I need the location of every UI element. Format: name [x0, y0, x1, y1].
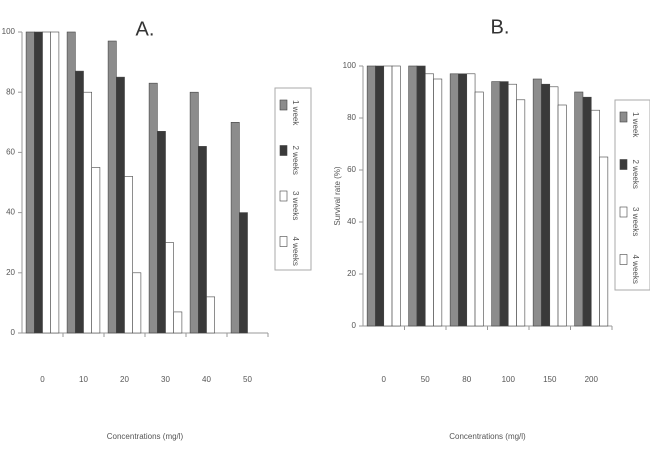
- bar: [541, 83, 551, 327]
- y-tick-label: 80: [6, 87, 15, 96]
- legend-swatch: [619, 254, 628, 265]
- bar: [25, 31, 35, 334]
- x-tick-label: 0: [40, 375, 45, 384]
- legend-swatch: [619, 111, 628, 123]
- legend-swatch: [279, 145, 288, 156]
- bar: [66, 31, 76, 334]
- legend-swatch: [279, 99, 288, 111]
- bar: [230, 122, 240, 334]
- bar: [549, 86, 559, 327]
- legend-swatch: [279, 236, 288, 247]
- bar: [75, 70, 84, 334]
- legend-swatch: [279, 190, 288, 202]
- bar: [148, 82, 158, 334]
- y-tick-label: 60: [347, 165, 356, 174]
- x-tick-label: 20: [120, 375, 129, 384]
- bar: [124, 176, 133, 334]
- legend-label: 4 weeks: [631, 255, 640, 284]
- bar: [383, 65, 393, 327]
- chart-title: A.: [136, 18, 155, 40]
- bar: [107, 40, 117, 334]
- x-tick-label: 200: [585, 375, 599, 384]
- bar: [466, 73, 476, 327]
- y-tick-label: 0: [11, 328, 16, 337]
- bar: [50, 31, 60, 334]
- y-tick-label: 100: [343, 61, 357, 70]
- bar: [33, 31, 43, 334]
- bar: [499, 81, 509, 327]
- bar: [83, 91, 92, 334]
- legend-label: 1 week: [631, 112, 640, 138]
- x-tick-label: 100: [502, 375, 516, 384]
- bar: [189, 91, 199, 334]
- bar: [173, 311, 183, 334]
- y-axis-label: Survival rate (%): [333, 166, 342, 225]
- x-tick-label: 80: [462, 375, 471, 384]
- legend-label: 3 weeks: [291, 191, 300, 220]
- bar: [557, 104, 567, 327]
- bar: [599, 156, 609, 327]
- bar: [91, 167, 101, 334]
- x-axis-label: Concentrations (mg/l): [449, 432, 526, 441]
- x-tick-label: 50: [421, 375, 430, 384]
- y-tick-label: 20: [6, 268, 15, 277]
- bar: [157, 131, 166, 334]
- bar: [458, 73, 468, 327]
- y-tick-label: 0: [352, 321, 357, 330]
- x-tick-label: 10: [79, 375, 88, 384]
- bar: [433, 78, 443, 327]
- bar: [391, 65, 401, 327]
- bar: [408, 65, 418, 327]
- x-tick-label: 40: [202, 375, 211, 384]
- bar: [42, 31, 51, 334]
- bar: [507, 83, 517, 327]
- bar: [239, 212, 248, 334]
- bar: [449, 73, 459, 327]
- bar: [424, 73, 434, 327]
- bar: [516, 99, 526, 327]
- legend-label: 2 weeks: [291, 146, 300, 175]
- chart-title: B.: [491, 16, 510, 38]
- x-tick-label: 50: [243, 375, 252, 384]
- x-tick-label: 150: [543, 375, 557, 384]
- bar: [375, 65, 385, 327]
- bar: [532, 78, 542, 327]
- bar: [491, 81, 501, 327]
- bar: [590, 109, 600, 327]
- bar: [206, 296, 215, 334]
- legend-swatch: [619, 159, 628, 170]
- bar: [198, 146, 207, 334]
- legend-swatch: [619, 206, 628, 218]
- x-axis-label: Concentrations (mg/l): [107, 432, 184, 441]
- legend-label: 2 weeks: [631, 160, 640, 189]
- bar: [165, 242, 174, 334]
- legend-label: 3 weeks: [631, 207, 640, 236]
- y-tick-label: 20: [347, 269, 356, 278]
- bar: [582, 96, 592, 327]
- bar: [574, 91, 584, 327]
- legend-label: 1 week: [291, 100, 300, 126]
- y-tick-label: 100: [2, 27, 16, 36]
- x-tick-label: 30: [161, 375, 170, 384]
- y-tick-label: 40: [347, 217, 356, 226]
- y-tick-label: 80: [347, 113, 356, 122]
- legend-label: 4 weeks: [291, 237, 300, 266]
- y-tick-label: 40: [6, 208, 15, 217]
- y-tick-label: 60: [6, 148, 15, 157]
- bar: [416, 65, 426, 327]
- bar: [474, 91, 484, 327]
- bar: [132, 272, 142, 334]
- bar: [116, 76, 125, 334]
- bar: [366, 65, 376, 327]
- x-tick-label: 0: [382, 375, 387, 384]
